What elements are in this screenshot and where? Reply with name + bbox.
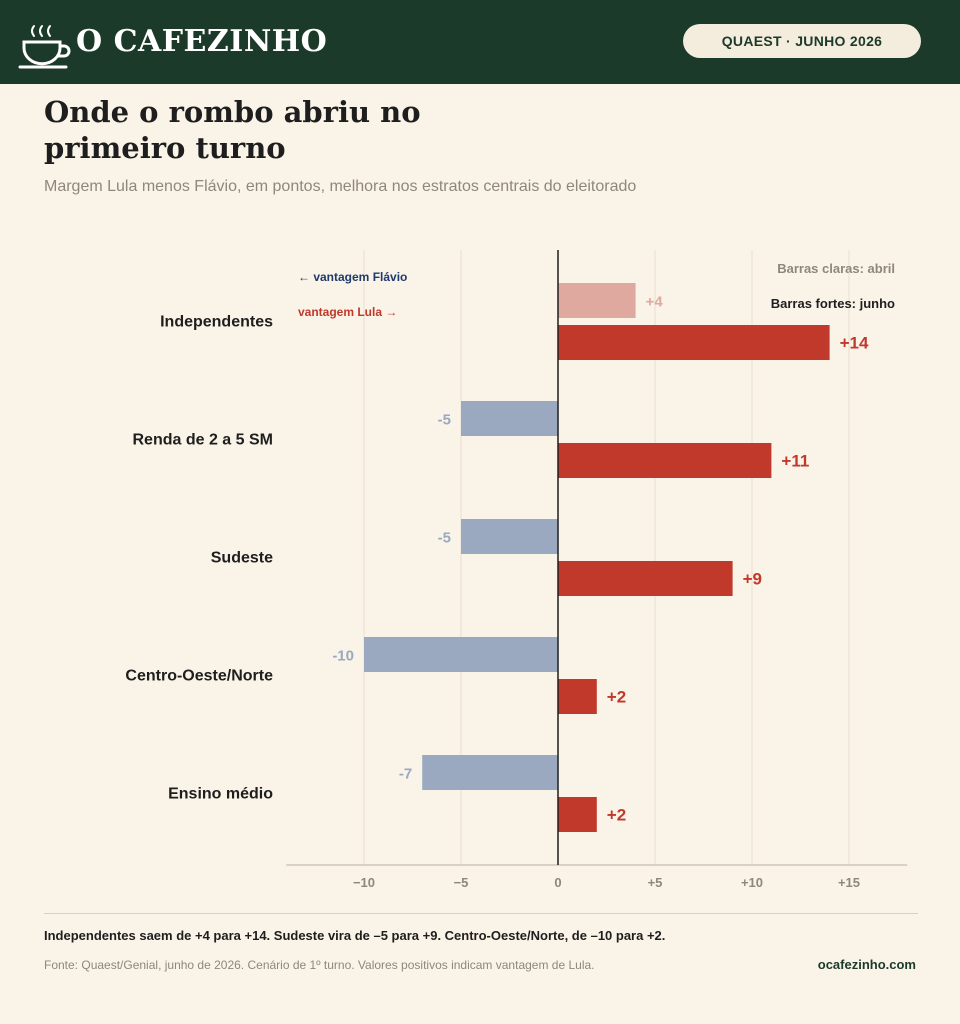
x-tick-label: −10	[353, 875, 375, 890]
bar-junho	[558, 325, 830, 360]
data-label: -10	[332, 648, 354, 665]
bar-abril	[422, 755, 558, 790]
bar-junho	[558, 797, 597, 832]
x-tick-label: +15	[838, 875, 860, 890]
bar-junho	[558, 679, 597, 714]
category-label: Sudeste	[211, 550, 273, 567]
data-label: +2	[607, 688, 626, 707]
category-label: Independentes	[160, 314, 273, 331]
bar-junho	[558, 561, 733, 596]
bar-abril	[558, 283, 636, 318]
header-bar: O CAFEZINHO QUAEST · JUNHO 2026	[0, 0, 960, 84]
data-label: +2	[607, 806, 626, 825]
bar-abril	[364, 637, 558, 672]
legend-junho: Barras fortes: junho	[771, 296, 895, 311]
annotation-lula: vantagem Lula →	[298, 305, 397, 319]
x-tick-label: 0	[554, 875, 561, 890]
data-label: -5	[438, 530, 451, 547]
category-label: Renda de 2 a 5 SM	[133, 432, 274, 449]
data-label: -5	[438, 412, 451, 429]
footer-source: Fonte: Quaest/Genial, junho de 2026. Cen…	[44, 958, 595, 972]
site-link[interactable]: ocafezinho.com	[817, 957, 916, 972]
category-label: Ensino médio	[168, 786, 273, 803]
bar-abril	[461, 401, 558, 436]
bar-junho	[558, 443, 772, 478]
x-tick-label: −5	[454, 875, 469, 890]
category-label: Centro-Oeste/Norte	[125, 668, 273, 685]
footer-divider	[44, 913, 918, 914]
footer-note: Independentes saem de +4 para +14. Sudes…	[44, 928, 666, 943]
x-tick-label: +10	[741, 875, 763, 890]
data-label: +4	[646, 294, 664, 311]
source-badge: QUAEST · JUNHO 2026	[683, 24, 921, 58]
bar-chart: −10 −5 0 +5 +10 +15 Independentes +4 +14 Renda de…	[125, 250, 908, 890]
data-label: -7	[399, 766, 412, 783]
chart-subtitle: Margem Lula menos Flávio, em pontos, mel…	[44, 178, 637, 195]
legend-abril: Barras claras: abril	[777, 261, 895, 276]
x-tick-label: +5	[648, 875, 663, 890]
brand-name: O CAFEZINHO	[76, 24, 328, 59]
coffee-cup-icon	[18, 25, 71, 69]
annotation-flavio: ← vantagem Flávio	[298, 270, 407, 284]
chart-title: Onde o rombo abriu no primeiro turno	[44, 95, 421, 165]
data-label: +11	[781, 452, 809, 471]
data-label: +14	[840, 334, 869, 353]
bar-abril	[461, 519, 558, 554]
data-label: +9	[743, 570, 762, 589]
